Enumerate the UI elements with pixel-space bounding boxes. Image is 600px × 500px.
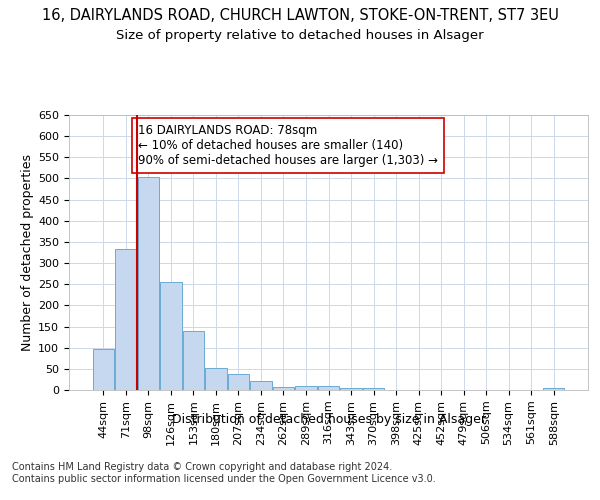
- Bar: [273, 387, 294, 390]
- Text: 16 DAIRYLANDS ROAD: 78sqm
← 10% of detached houses are smaller (140)
90% of semi: 16 DAIRYLANDS ROAD: 78sqm ← 10% of detac…: [138, 124, 438, 168]
- Bar: [137, 177, 159, 390]
- Bar: [363, 388, 384, 390]
- Text: 16, DAIRYLANDS ROAD, CHURCH LAWTON, STOKE-ON-TRENT, ST7 3EU: 16, DAIRYLANDS ROAD, CHURCH LAWTON, STOK…: [41, 8, 559, 22]
- Bar: [182, 331, 204, 390]
- Text: Distribution of detached houses by size in Alsager: Distribution of detached houses by size …: [172, 412, 486, 426]
- Bar: [228, 374, 249, 390]
- Text: Contains HM Land Registry data © Crown copyright and database right 2024.
Contai: Contains HM Land Registry data © Crown c…: [12, 462, 436, 484]
- Y-axis label: Number of detached properties: Number of detached properties: [21, 154, 34, 351]
- Bar: [543, 388, 565, 390]
- Bar: [205, 368, 227, 390]
- Bar: [250, 380, 272, 390]
- Text: Size of property relative to detached houses in Alsager: Size of property relative to detached ho…: [116, 29, 484, 42]
- Bar: [318, 386, 339, 390]
- Bar: [295, 386, 317, 390]
- Bar: [340, 388, 362, 390]
- Bar: [115, 249, 137, 390]
- Bar: [92, 349, 114, 390]
- Bar: [160, 282, 182, 390]
